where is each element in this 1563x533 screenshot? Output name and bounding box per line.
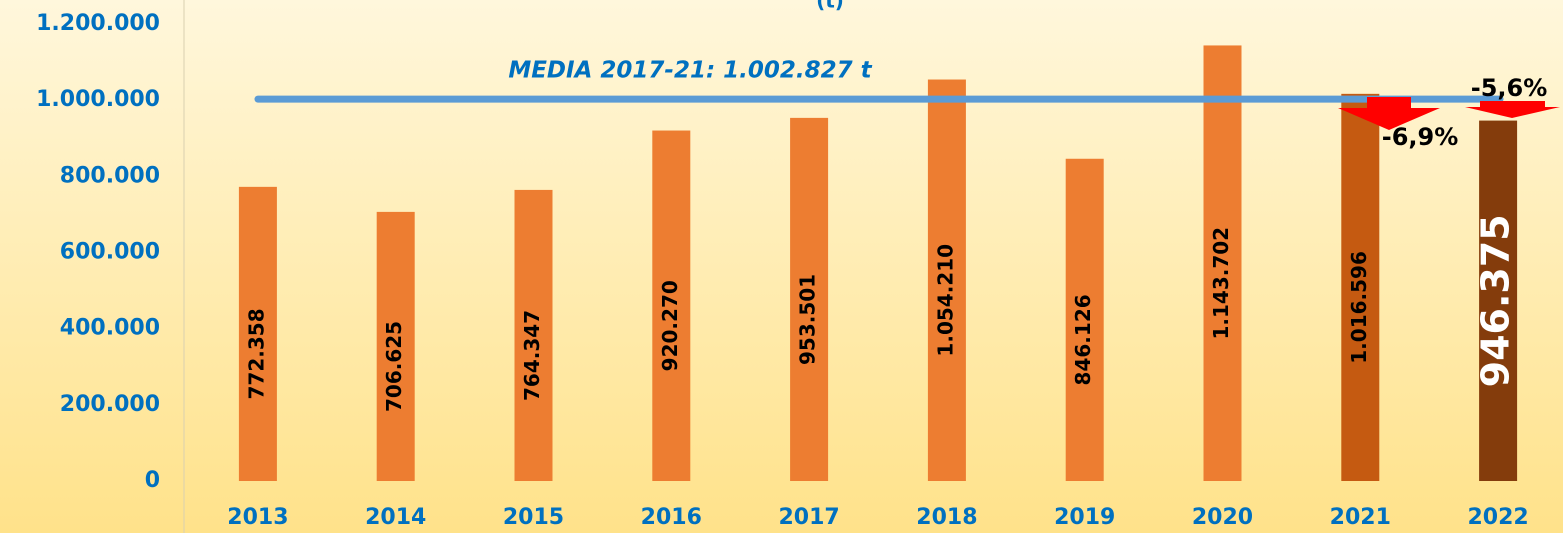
bar bbox=[376, 211, 415, 481]
arrow bbox=[1338, 97, 1440, 130]
value-label: 846.126 bbox=[1071, 294, 1095, 385]
bar bbox=[1341, 93, 1380, 481]
y-tick-label: 0 bbox=[145, 468, 160, 493]
value-label: 920.270 bbox=[658, 280, 682, 371]
annotation: -6,9% bbox=[1382, 123, 1459, 151]
bar bbox=[238, 186, 277, 481]
value-label: 946.375 bbox=[1474, 214, 1518, 387]
x-tick-label: 2015 bbox=[503, 505, 564, 530]
bar bbox=[1203, 45, 1242, 481]
bar bbox=[652, 130, 691, 481]
value-label: 706.625 bbox=[382, 321, 406, 412]
chart-title: (t) bbox=[816, 0, 844, 13]
x-tick-label: 2017 bbox=[778, 505, 839, 530]
annotation: -5,6% bbox=[1471, 74, 1548, 102]
bar bbox=[790, 117, 829, 482]
x-tick-label: 2022 bbox=[1467, 505, 1528, 530]
y-tick-label: 400.000 bbox=[60, 316, 160, 341]
x-tick-label: 2018 bbox=[916, 505, 977, 530]
value-label: 953.501 bbox=[796, 274, 820, 365]
bar bbox=[1479, 120, 1518, 481]
bar bbox=[1065, 158, 1104, 481]
x-tick-label: 2016 bbox=[641, 505, 702, 530]
value-label: 764.347 bbox=[520, 310, 544, 401]
value-label: 1.143.702 bbox=[1209, 227, 1233, 340]
value-label: 772.358 bbox=[244, 308, 268, 399]
x-tick-label: 2013 bbox=[227, 505, 288, 530]
x-tick-label: 2019 bbox=[1054, 505, 1115, 530]
y-tick-label: 1.000.000 bbox=[36, 87, 160, 112]
y-tick-label: 1.200.000 bbox=[36, 11, 160, 36]
value-label: 1.016.596 bbox=[1347, 251, 1371, 364]
bar bbox=[927, 79, 966, 481]
x-tick-label: 2020 bbox=[1192, 505, 1253, 530]
y-tick-label: 200.000 bbox=[60, 392, 160, 417]
bar bbox=[514, 189, 553, 481]
x-tick-label: 2021 bbox=[1330, 505, 1391, 530]
mean-label: MEDIA 2017-21: 1.002.827 t bbox=[508, 58, 872, 84]
arrow bbox=[1465, 101, 1560, 118]
x-tick-label: 2014 bbox=[365, 505, 426, 530]
y-tick-label: 800.000 bbox=[60, 163, 160, 188]
value-label: 1.054.210 bbox=[933, 244, 957, 357]
y-tick-label: 600.000 bbox=[60, 240, 160, 265]
